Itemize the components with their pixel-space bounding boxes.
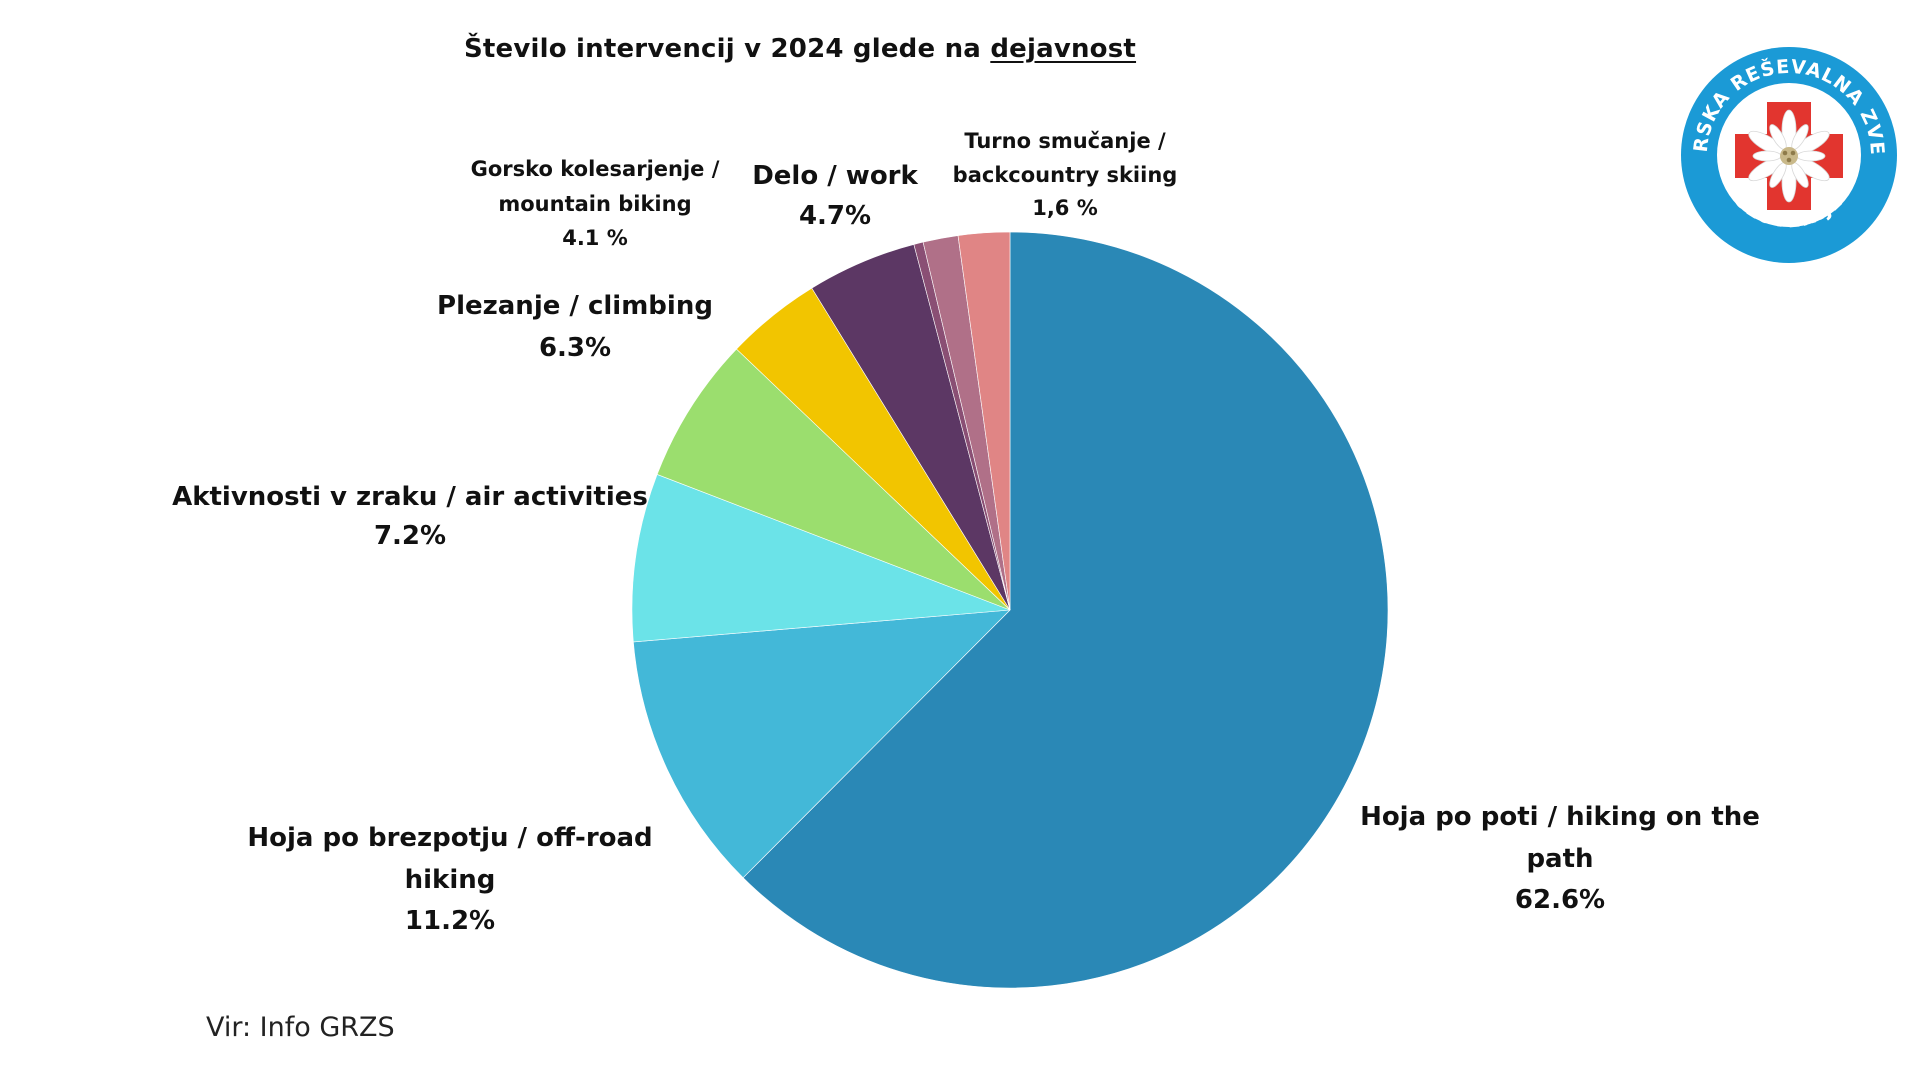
label-air-value: 7.2% — [373, 521, 447, 551]
chart-title: Število intervencij v 2024 glede na deja… — [0, 34, 1600, 64]
label-air-name: Aktivnosti v zraku / air activities — [172, 482, 648, 512]
label-climbing-name: Plezanje / climbing — [437, 291, 713, 321]
label-work: Delo / work 4.7% — [735, 156, 935, 237]
grzs-logo: GORSKA REŠEVALNA ZVEZA SLOVENIJE — [1678, 44, 1897, 263]
label-biking-line1: Gorsko kolesarjenje / — [470, 157, 720, 181]
label-biking-value: 4.1 % — [562, 226, 628, 251]
label-biking: Gorsko kolesarjenje / mountain biking 4.… — [440, 152, 750, 256]
label-air: Aktivnosti v zraku / air activities 7.2% — [160, 478, 660, 556]
label-skiing: Turno smučanje / backcountry skiing 1,6 … — [935, 125, 1195, 226]
label-biking-line2: mountain biking — [498, 191, 692, 216]
edelweiss-icon — [1748, 109, 1830, 203]
label-skiing-line2: backcountry skiing — [952, 162, 1178, 187]
label-climbing-value: 6.3% — [538, 332, 612, 363]
label-offroad-value: 11.2% — [404, 906, 496, 937]
pie-slice-2 — [631, 474, 1011, 643]
pie-slice-8 — [957, 231, 1011, 611]
label-hiking-name: Hoja po poti / hiking on the path — [1360, 802, 1760, 874]
title-main: Število intervencij v 2024 glede na — [463, 34, 982, 64]
label-skiing-value: 1,6 % — [1032, 196, 1098, 221]
pie-slice-1 — [633, 609, 1011, 879]
pie-slice-0 — [742, 231, 1389, 989]
label-offroad: Hoja po brezpotju / off-road hiking 11.2… — [200, 818, 700, 943]
label-skiing-line1: Turno smučanje / — [964, 129, 1166, 153]
label-offroad-name: Hoja po brezpotju / off-road hiking — [247, 823, 653, 895]
label-climbing: Plezanje / climbing 6.3% — [420, 286, 730, 369]
source-note: Vir: Info GRZS — [206, 1012, 395, 1043]
title-underlined: dejavnost — [990, 34, 1137, 64]
label-work-name: Delo / work — [752, 161, 918, 191]
label-work-value: 4.7% — [798, 201, 872, 232]
label-hiking-value: 62.6% — [1514, 885, 1606, 916]
label-hiking: Hoja po poti / hiking on the path 62.6% — [1330, 797, 1790, 922]
pie-slice-3 — [656, 348, 1011, 611]
